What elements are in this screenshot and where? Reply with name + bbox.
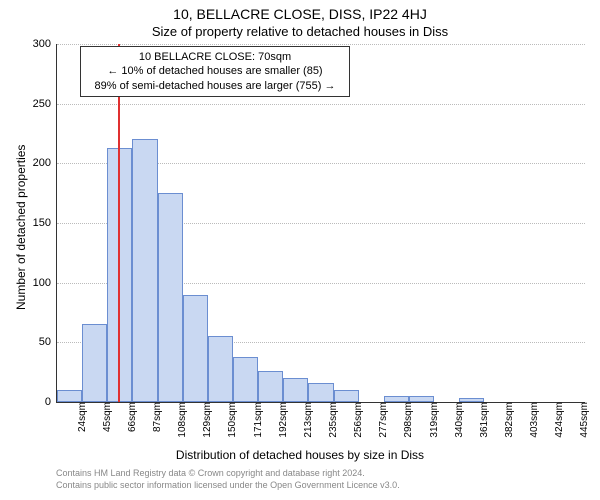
x-tick-label: 298sqm <box>400 402 414 438</box>
histogram-bar <box>208 336 233 402</box>
x-tick-label: 24sqm <box>74 402 88 432</box>
x-tick-label: 87sqm <box>149 402 163 432</box>
x-tick-label: 192sqm <box>275 402 289 438</box>
attribution-line-2: Contains public sector information licen… <box>56 480 400 492</box>
y-tick-label: 250 <box>17 98 57 110</box>
x-tick-label: 150sqm <box>224 402 238 438</box>
chart-title-main: 10, BELLACRE CLOSE, DISS, IP22 4HJ <box>0 6 600 22</box>
x-tick-label: 235sqm <box>325 402 339 438</box>
histogram-bar <box>308 383 333 402</box>
histogram-bar <box>57 390 82 402</box>
histogram-bar <box>283 378 308 402</box>
x-axis-label: Distribution of detached houses by size … <box>0 448 600 462</box>
x-tick-label: 256sqm <box>350 402 364 438</box>
x-tick-label: 445sqm <box>576 402 590 438</box>
annotation-line-1: 10 BELLACRE CLOSE: 70sqm <box>87 50 343 64</box>
histogram-bar <box>258 371 283 402</box>
y-tick-label: 0 <box>17 396 57 408</box>
x-tick-label: 340sqm <box>451 402 465 438</box>
chart-container: 10, BELLACRE CLOSE, DISS, IP22 4HJ Size … <box>0 0 600 500</box>
y-tick-label: 50 <box>17 336 57 348</box>
attribution-line-1: Contains HM Land Registry data © Crown c… <box>56 468 400 480</box>
annotation-line-3: 89% of semi-detached houses are larger (… <box>87 79 343 93</box>
histogram-bar <box>158 193 183 402</box>
y-tick-label: 200 <box>17 157 57 169</box>
histogram-bar <box>183 295 208 402</box>
attribution-text: Contains HM Land Registry data © Crown c… <box>56 468 400 491</box>
x-tick-label: 361sqm <box>476 402 490 438</box>
histogram-bar <box>132 139 157 402</box>
x-tick-label: 45sqm <box>99 402 113 432</box>
y-tick-label: 150 <box>17 217 57 229</box>
gridline <box>57 104 585 105</box>
annotation-box: 10 BELLACRE CLOSE: 70sqm ← 10% of detach… <box>80 46 350 97</box>
plot-area: 05010015020025030024sqm45sqm66sqm87sqm10… <box>56 44 585 403</box>
x-tick-label: 319sqm <box>426 402 440 438</box>
histogram-bar <box>233 357 258 402</box>
x-tick-label: 424sqm <box>551 402 565 438</box>
x-tick-label: 277sqm <box>375 402 389 438</box>
gridline <box>57 44 585 45</box>
histogram-bar <box>82 324 107 402</box>
x-tick-label: 213sqm <box>300 402 314 438</box>
x-tick-label: 66sqm <box>124 402 138 432</box>
marker-line <box>118 44 120 402</box>
x-tick-label: 108sqm <box>174 402 188 438</box>
x-tick-label: 382sqm <box>501 402 515 438</box>
x-tick-label: 129sqm <box>199 402 213 438</box>
annotation-line-2: ← 10% of detached houses are smaller (85… <box>87 64 343 78</box>
histogram-bar <box>107 148 132 402</box>
chart-title-sub: Size of property relative to detached ho… <box>0 24 600 39</box>
y-tick-label: 300 <box>17 38 57 50</box>
histogram-bar <box>334 390 359 402</box>
x-tick-label: 171sqm <box>250 402 264 438</box>
x-tick-label: 403sqm <box>526 402 540 438</box>
y-tick-label: 100 <box>17 277 57 289</box>
